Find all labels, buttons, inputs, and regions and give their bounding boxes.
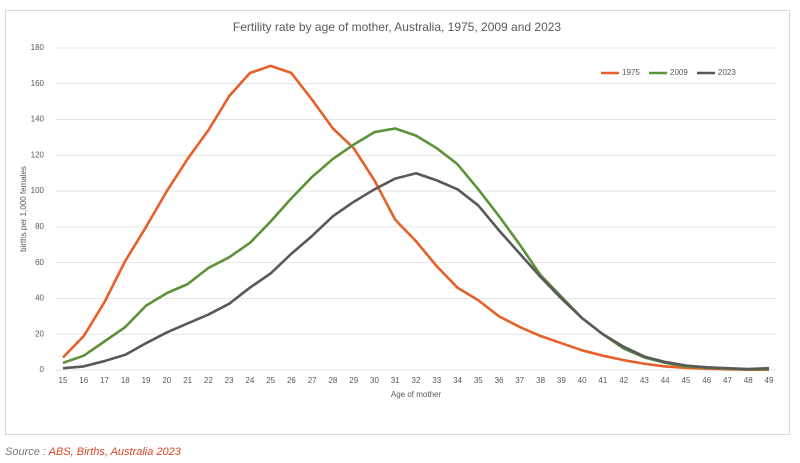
x-tick-label: 29 bbox=[349, 376, 358, 385]
x-tick-label: 20 bbox=[162, 376, 171, 385]
y-tick-label: 20 bbox=[35, 329, 44, 338]
x-tick-label: 23 bbox=[225, 376, 234, 385]
source-prefix: Source : bbox=[5, 446, 46, 458]
x-tick-label: 31 bbox=[391, 376, 400, 385]
x-tick-label: 18 bbox=[121, 376, 130, 385]
x-tick-label: 15 bbox=[59, 376, 68, 385]
x-tick-label: 46 bbox=[702, 376, 711, 385]
x-tick-label: 24 bbox=[245, 376, 254, 385]
y-axis-label: births per 1,000 females bbox=[19, 166, 28, 252]
x-tick-label: 17 bbox=[100, 376, 109, 385]
x-tick-label: 25 bbox=[266, 376, 275, 385]
x-tick-label: 42 bbox=[619, 376, 628, 385]
legend-label: 1975 bbox=[622, 68, 640, 77]
y-tick-label: 80 bbox=[35, 222, 44, 231]
y-tick-label: 180 bbox=[31, 43, 45, 52]
x-tick-label: 43 bbox=[640, 376, 649, 385]
x-tick-label: 48 bbox=[744, 376, 753, 385]
source-label: Source : ABS, Births, Australia 2023 bbox=[5, 446, 182, 458]
y-tick-label: 140 bbox=[31, 115, 45, 124]
y-tick-label: 60 bbox=[35, 258, 44, 267]
y-tick-label: 100 bbox=[31, 186, 45, 195]
y-tick-label: 0 bbox=[40, 365, 45, 374]
series-line bbox=[62, 171, 770, 371]
x-tick-label: 27 bbox=[308, 376, 317, 385]
x-tick-label: 39 bbox=[557, 376, 566, 385]
x-tick-label: 21 bbox=[183, 376, 192, 385]
x-tick-label: 44 bbox=[661, 376, 670, 385]
x-tick-label: 16 bbox=[79, 376, 88, 385]
chart-title: Fertility rate by age of mother, Austral… bbox=[233, 20, 562, 34]
x-tick-label: 37 bbox=[515, 376, 524, 385]
y-tick-label: 120 bbox=[31, 150, 45, 159]
y-tick-label: 40 bbox=[35, 294, 44, 303]
legend-label: 2009 bbox=[670, 68, 688, 77]
x-tick-label: 41 bbox=[598, 376, 607, 385]
x-axis-label: Age of mother bbox=[391, 390, 442, 399]
legend-label: 2023 bbox=[718, 68, 736, 77]
x-tick-label: 33 bbox=[432, 376, 441, 385]
x-tick-label: 28 bbox=[328, 376, 337, 385]
x-tick-label: 40 bbox=[578, 376, 587, 385]
series-line bbox=[62, 64, 770, 372]
x-tick-label: 49 bbox=[765, 376, 774, 385]
x-tick-label: 38 bbox=[536, 376, 545, 385]
x-tick-label: 45 bbox=[681, 376, 690, 385]
x-tick-label: 36 bbox=[495, 376, 504, 385]
y-tick-label: 160 bbox=[31, 79, 45, 88]
x-tick-label: 35 bbox=[474, 376, 483, 385]
x-tick-label: 47 bbox=[723, 376, 732, 385]
x-tick-label: 19 bbox=[142, 376, 151, 385]
x-tick-label: 22 bbox=[204, 376, 213, 385]
source-link[interactable]: ABS, Births, Australia 2023 bbox=[48, 446, 182, 458]
x-tick-label: 30 bbox=[370, 376, 379, 385]
x-tick-label: 32 bbox=[412, 376, 421, 385]
x-tick-label: 34 bbox=[453, 376, 462, 385]
x-tick-label: 26 bbox=[287, 376, 296, 385]
